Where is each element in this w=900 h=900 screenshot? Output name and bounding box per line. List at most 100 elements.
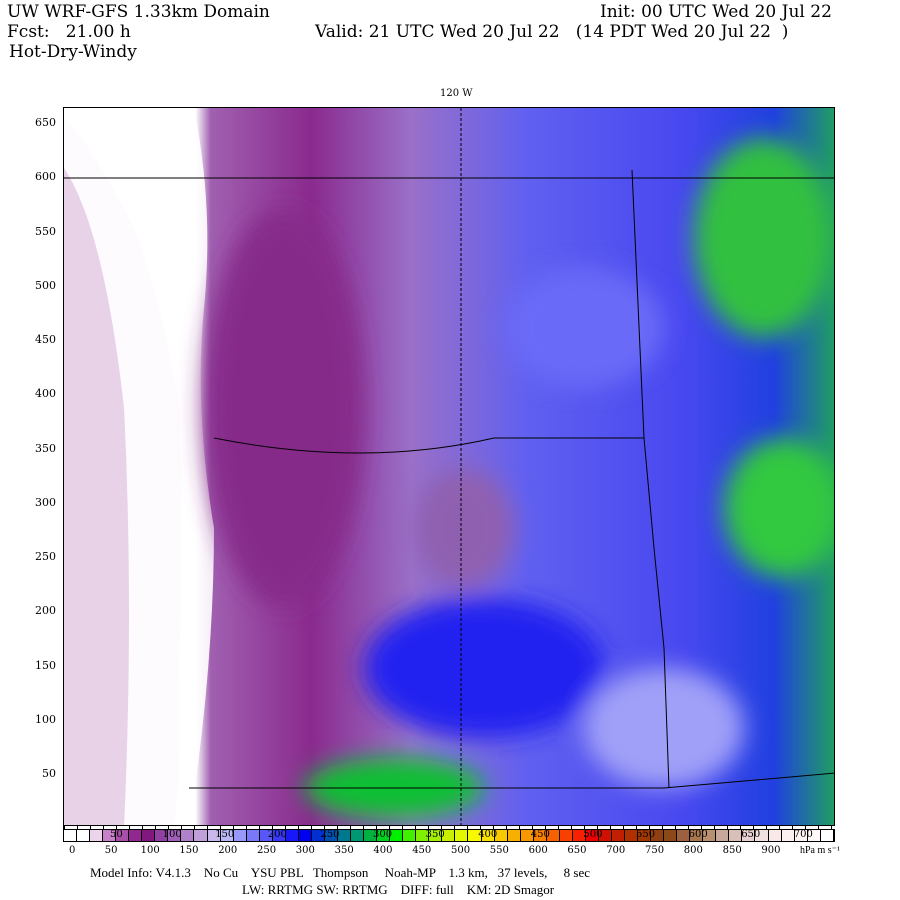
y-tick-label: 350	[35, 441, 56, 455]
colorbar	[63, 829, 835, 842]
colorbar-label: 300	[295, 845, 315, 856]
tick-mark	[610, 826, 611, 829]
colorbar-swatch	[507, 830, 521, 841]
tick-mark	[493, 826, 494, 829]
tick-mark	[324, 826, 325, 829]
tick-mark	[584, 826, 585, 829]
valid-time: Valid: 21 UTC Wed 20 Jul 22 (14 PDT Wed …	[315, 22, 789, 42]
tick-mark	[480, 826, 481, 829]
colorbar-swatch	[494, 830, 508, 841]
colorbar-swatch	[559, 830, 573, 841]
colorbar-label: 450	[412, 845, 432, 856]
tick-mark	[571, 826, 572, 829]
colorbar-swatch	[324, 830, 338, 841]
colorbar-inner-label: 450	[530, 829, 550, 840]
tick-mark	[311, 826, 312, 829]
colorbar-swatch	[351, 830, 365, 841]
tick-mark	[350, 826, 351, 829]
colorbar-inner-label: 500	[583, 829, 603, 840]
colorbar-swatch	[259, 830, 273, 841]
colorbar-swatch	[598, 830, 612, 841]
y-tick-label: 650	[35, 116, 56, 129]
colorbar-swatch	[103, 830, 117, 841]
tick-mark	[272, 826, 273, 829]
y-tick-label: 300	[35, 495, 56, 509]
colorbar-label: 50	[104, 845, 118, 856]
colorbar-swatch	[181, 830, 195, 841]
colorbar-label: 850	[722, 845, 742, 856]
tick-mark	[220, 826, 221, 829]
colorbar-inner-label: 250	[320, 829, 340, 840]
y-tick-label: 400	[35, 387, 56, 401]
colorbar-swatch	[298, 830, 312, 841]
colorbar-label: 700	[606, 845, 626, 856]
colorbar-swatch	[311, 830, 325, 841]
colorbar-inner-label: 50	[110, 829, 123, 840]
tick-mark	[623, 826, 624, 829]
colorbar-swatch	[272, 830, 286, 841]
colorbar-swatch	[246, 830, 260, 841]
colorbar-label: 150	[179, 845, 199, 856]
colorbar-label: 0	[69, 845, 76, 856]
colorbar-swatch	[520, 830, 534, 841]
tick-mark	[337, 826, 338, 829]
tick-mark	[64, 826, 65, 829]
colorbar-swatch	[233, 830, 247, 841]
tick-mark	[545, 826, 546, 829]
colorbar-swatch	[416, 830, 430, 841]
tick-mark	[766, 826, 767, 829]
colorbar-label: 600	[528, 845, 548, 856]
y-tick-label: 450	[35, 333, 56, 346]
tick-mark	[649, 826, 650, 829]
colorbar-inner-label: 650	[741, 829, 761, 840]
colorbar-label: 750	[645, 845, 665, 856]
colorbar-swatch	[533, 830, 547, 841]
tick-mark	[376, 826, 377, 829]
colorbar-swatch	[768, 830, 782, 841]
colorbar-swatch	[77, 830, 91, 841]
tick-mark	[181, 826, 182, 829]
tick-mark	[233, 826, 234, 829]
tick-mark	[818, 826, 819, 829]
tick-mark	[441, 826, 442, 829]
colorbar-label: 550	[489, 845, 509, 856]
colorbar-label: 200	[218, 845, 238, 856]
colorbar-swatch	[611, 830, 626, 841]
colorbar-label: 400	[373, 845, 393, 856]
colorbar-swatch	[651, 830, 665, 841]
colorbar-swatch	[220, 830, 234, 841]
colorbar-swatch	[807, 830, 821, 841]
y-tick-label: 200	[35, 604, 56, 618]
colorbar-swatch	[625, 830, 639, 841]
colorbar-swatch	[168, 830, 182, 841]
colorbar-label: 650	[567, 845, 587, 856]
colorbar-swatch	[572, 830, 586, 841]
colorbar-swatch	[403, 830, 417, 841]
tick-mark	[675, 826, 676, 829]
colorbar-swatch	[794, 830, 808, 841]
tick-mark	[298, 826, 299, 829]
colorbar-swatch	[664, 830, 678, 841]
colorbar-inner-label: 100	[162, 829, 182, 840]
colorbar-swatch	[820, 830, 834, 841]
tick-mark	[103, 826, 104, 829]
colorbar-ticks	[63, 826, 836, 829]
y-tick-label: 50	[42, 767, 56, 780]
model-title: UW WRF-GFS 1.33km Domain	[7, 2, 270, 22]
y-tick-label: 600	[35, 170, 56, 184]
colorbar-swatch	[585, 830, 599, 841]
tick-mark	[558, 826, 559, 829]
map-plot	[63, 107, 835, 826]
tick-mark	[246, 826, 247, 829]
colorbar-inner-label: 700	[793, 829, 813, 840]
colorbar-inner-label: 300	[373, 829, 393, 840]
tick-mark	[194, 826, 195, 829]
tick-mark	[753, 826, 754, 829]
colorbar-swatch	[155, 830, 169, 841]
forecast-hour: Fcst: 21.00 h	[7, 22, 131, 42]
colorbar-swatch	[481, 830, 495, 841]
tick-mark	[389, 826, 390, 829]
border-wa-or	[213, 437, 644, 454]
tick-mark	[740, 826, 741, 829]
y-tick-label: 100	[35, 712, 56, 726]
